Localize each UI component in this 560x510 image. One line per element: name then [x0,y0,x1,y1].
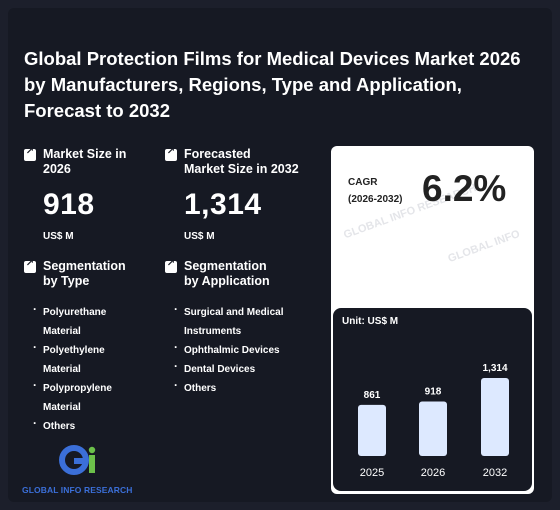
forecast-label-line2: Market Size in 2032 [184,162,299,176]
list-item: Ophthalmic Devices [174,338,283,360]
cagr-label-line2: (2026-2032) [348,194,403,205]
arrow-up-right-icon [24,258,36,273]
segmentation-application-label-line2: by Application [184,274,270,288]
cagr-panel: GLOBAL INFO RESEARCH GLOBAL INFO CAGR (2… [331,146,534,494]
market-size-label: Market Size in 2026 [43,147,126,177]
bar-2026 [419,401,447,456]
segmentation-application-label: Segmentation by Application [184,259,270,289]
list-item: Polyurethane [33,300,126,322]
bar-chart: 861 2025 918 2026 1,314 2032 [358,363,509,479]
logo-mark-icon [59,445,96,475]
segmentation-type-label-line2: by Type [43,274,90,288]
market-size-stat: Market Size in 2026 918 US$ M [24,146,126,242]
category-tick-label: 2025 [360,467,384,479]
bar-value-label: 1,314 [482,363,507,374]
cagr-label: CAGR (2026-2032) [348,174,402,208]
forecast-label: Forecasted Market Size in 2032 [184,147,299,177]
bar-value-label: 861 [364,390,381,401]
arrow-up-right-icon [165,258,177,273]
forecast-unit: US$ M [184,231,215,242]
category-tick-label: 2032 [483,467,507,479]
list-item: Dental Devices [174,357,283,379]
segmentation-application-list: Surgical and Medical InstrumentsOphthalmi… [174,300,283,398]
watermark-text-2: GLOBAL INFO [446,227,522,266]
bar-2032 [481,378,509,456]
chart-unit-label: Unit: US$ M [342,316,399,327]
list-item: Others [174,376,283,398]
list-item: Material [43,364,81,375]
segmentation-application-label-line1: Segmentation [184,259,267,273]
list-item: Material [43,402,81,413]
segmentation-type-label: Segmentation by Type [43,259,126,289]
market-size-unit: US$ M [43,231,74,242]
segmentation-type: Segmentation by Type Polyurethane Materia… [24,258,126,436]
market-size-value: 918 [43,188,95,221]
forecast-stat: Forecasted Market Size in 2032 1,314 US$… [165,146,299,242]
list-item: Polypropylene [33,376,126,398]
list-item: Material [43,326,81,337]
segmentation-application: Segmentation by Application Surgical and… [165,258,283,398]
cagr-label-line1: CAGR [348,177,378,188]
arrow-up-right-icon [24,146,36,161]
bar-chart-container: Unit: US$ M 861 2025 918 2026 1,314 2032 [333,308,532,491]
logo-text: GLOBAL INFO RESEARCH [22,485,133,495]
list-item: Polyethylene [33,338,126,360]
category-tick-label: 2026 [421,467,445,479]
cagr-value: 6.2% [422,168,507,209]
market-size-label-line2: 2026 [43,162,71,176]
arrow-up-right-icon [165,146,177,161]
forecast-value: 1,314 [184,188,262,221]
bar-2025 [358,404,386,456]
page-title: Global Protection Films for Medical Devi… [24,48,521,121]
bar-value-label: 918 [425,387,442,398]
forecast-label-line1: Forecasted [184,147,251,161]
logo: GLOBAL INFO RESEARCH [22,444,132,495]
list-item: Surgical and Medical [174,300,283,322]
segmentation-type-label-line1: Segmentation [43,259,126,273]
list-item: Others [33,414,126,436]
list-item: Instruments [184,326,242,337]
market-size-label-line1: Market Size in [43,147,127,161]
segmentation-type-list: PolyurethaneMaterialPolyethyleneMaterial… [33,300,126,436]
